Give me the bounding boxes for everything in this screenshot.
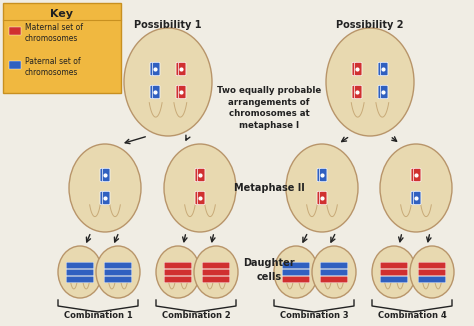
FancyBboxPatch shape [380,276,408,283]
Ellipse shape [274,246,318,298]
Text: Two equally probable
arrangements of
chromosomes at
metaphase I: Two equally probable arrangements of chr… [217,86,321,130]
FancyBboxPatch shape [150,62,157,76]
Text: Key: Key [51,9,73,19]
FancyBboxPatch shape [195,168,202,182]
FancyBboxPatch shape [104,276,132,283]
FancyBboxPatch shape [411,191,419,205]
Ellipse shape [58,246,102,298]
FancyBboxPatch shape [153,62,160,76]
FancyBboxPatch shape [320,262,348,269]
Ellipse shape [372,246,416,298]
FancyBboxPatch shape [381,62,388,76]
Ellipse shape [69,144,141,232]
FancyBboxPatch shape [413,168,421,182]
FancyBboxPatch shape [320,276,348,283]
FancyBboxPatch shape [317,191,324,205]
FancyBboxPatch shape [418,276,446,283]
FancyBboxPatch shape [102,168,110,182]
Ellipse shape [164,144,236,232]
FancyBboxPatch shape [66,269,94,276]
FancyBboxPatch shape [380,262,408,269]
FancyBboxPatch shape [66,276,94,283]
FancyBboxPatch shape [198,168,205,182]
FancyBboxPatch shape [319,191,327,205]
FancyBboxPatch shape [411,168,419,182]
Text: Possibility 2: Possibility 2 [336,20,404,30]
FancyBboxPatch shape [418,262,446,269]
Ellipse shape [410,246,454,298]
FancyBboxPatch shape [282,262,310,269]
FancyBboxPatch shape [164,276,192,283]
Text: Possibility 1: Possibility 1 [134,20,202,30]
FancyBboxPatch shape [153,85,160,99]
Ellipse shape [286,144,358,232]
Text: Combination 3: Combination 3 [280,312,348,320]
Text: Paternal set of
chromosomes: Paternal set of chromosomes [25,57,81,77]
FancyBboxPatch shape [176,85,183,99]
FancyBboxPatch shape [317,168,324,182]
Ellipse shape [124,28,212,136]
FancyBboxPatch shape [179,85,186,99]
FancyBboxPatch shape [164,269,192,276]
FancyBboxPatch shape [282,276,310,283]
FancyBboxPatch shape [413,191,421,205]
FancyBboxPatch shape [102,191,110,205]
Ellipse shape [96,246,140,298]
FancyBboxPatch shape [202,262,230,269]
Ellipse shape [194,246,238,298]
FancyBboxPatch shape [319,168,327,182]
FancyBboxPatch shape [179,62,186,76]
Ellipse shape [312,246,356,298]
Ellipse shape [156,246,200,298]
FancyBboxPatch shape [198,191,205,205]
FancyBboxPatch shape [380,269,408,276]
FancyBboxPatch shape [282,269,310,276]
Text: Maternal set of
chromosomes: Maternal set of chromosomes [25,23,83,43]
FancyBboxPatch shape [195,191,202,205]
Text: Metaphase II: Metaphase II [234,183,304,193]
Text: Daughter
cells: Daughter cells [243,259,295,282]
FancyBboxPatch shape [352,85,359,99]
FancyBboxPatch shape [355,62,362,76]
FancyBboxPatch shape [164,262,192,269]
FancyBboxPatch shape [150,85,157,99]
FancyBboxPatch shape [66,262,94,269]
FancyBboxPatch shape [378,62,385,76]
FancyBboxPatch shape [3,3,121,93]
FancyBboxPatch shape [100,191,108,205]
FancyBboxPatch shape [381,85,388,99]
FancyBboxPatch shape [9,27,21,35]
FancyBboxPatch shape [352,62,359,76]
FancyBboxPatch shape [9,61,21,69]
Text: Combination 4: Combination 4 [378,312,447,320]
FancyBboxPatch shape [104,269,132,276]
FancyBboxPatch shape [418,269,446,276]
Text: Combination 2: Combination 2 [162,312,230,320]
FancyBboxPatch shape [104,262,132,269]
Ellipse shape [326,28,414,136]
FancyBboxPatch shape [100,168,108,182]
FancyBboxPatch shape [378,85,385,99]
FancyBboxPatch shape [320,269,348,276]
FancyBboxPatch shape [202,276,230,283]
Ellipse shape [380,144,452,232]
Text: Combination 1: Combination 1 [64,312,132,320]
FancyBboxPatch shape [176,62,183,76]
FancyBboxPatch shape [355,85,362,99]
FancyBboxPatch shape [202,269,230,276]
